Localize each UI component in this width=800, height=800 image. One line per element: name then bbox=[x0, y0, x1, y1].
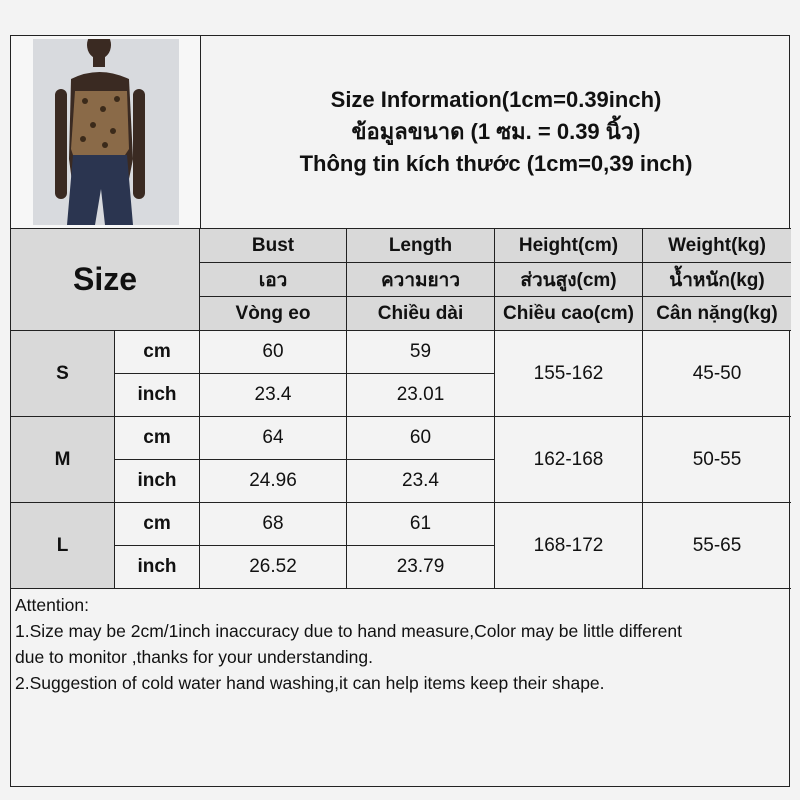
notes: Attention: 1.Size may be 2cm/1inch inacc… bbox=[11, 589, 791, 699]
column-header-en: Bust bbox=[200, 229, 347, 263]
column-header-th: ความยาว bbox=[347, 263, 495, 297]
length-cm-value: 59 bbox=[347, 331, 495, 374]
bust-cm-value: 64 bbox=[200, 417, 347, 460]
length-inch-value: 23.4 bbox=[347, 460, 495, 503]
size-label: L bbox=[11, 503, 115, 589]
size-chart: Size Information(1cm=0.39inch) ข้อมูลขนา… bbox=[10, 35, 791, 787]
column-header-vi: Vòng eo bbox=[200, 297, 347, 331]
bust-cm-value: 68 bbox=[200, 503, 347, 546]
column-header-th: น้ำหนัก(kg) bbox=[643, 263, 791, 297]
column-header-en: Height(cm) bbox=[495, 229, 643, 263]
height-range: 168-172 bbox=[495, 503, 643, 589]
notes-heading: Attention: bbox=[15, 595, 89, 615]
bust-cm-value: 60 bbox=[200, 331, 347, 374]
unit-label-inch: inch bbox=[115, 374, 200, 417]
weight-range: 55-65 bbox=[643, 503, 791, 589]
weight-range: 45-50 bbox=[643, 331, 791, 417]
note-1-cont: due to monitor ,thanks for your understa… bbox=[15, 647, 373, 667]
note-2: 2.Suggestion of cold water hand washing,… bbox=[15, 673, 605, 693]
bust-inch-value: 23.4 bbox=[200, 374, 347, 417]
title-vietnamese: Thông tin kích thước (1cm=0,39 inch) bbox=[299, 151, 693, 176]
length-cm-value: 60 bbox=[347, 417, 495, 460]
title-cell: Size Information(1cm=0.39inch) ข้อมูลขนา… bbox=[201, 36, 791, 229]
column-header-th: เอว bbox=[200, 263, 347, 297]
height-range: 155-162 bbox=[495, 331, 643, 417]
title-english: Size Information(1cm=0.39inch) bbox=[330, 87, 662, 112]
column-header-en: Weight(kg) bbox=[643, 229, 791, 263]
size-header: Size bbox=[11, 229, 200, 331]
unit-label-inch: inch bbox=[115, 460, 200, 503]
column-header-vi: Cân nặng(kg) bbox=[643, 297, 791, 331]
size-label: S bbox=[11, 331, 115, 417]
unit-label-cm: cm bbox=[115, 503, 200, 546]
unit-label-inch: inch bbox=[115, 546, 200, 589]
weight-range: 50-55 bbox=[643, 417, 791, 503]
unit-label-cm: cm bbox=[115, 331, 200, 374]
unit-label-cm: cm bbox=[115, 417, 200, 460]
height-range: 162-168 bbox=[495, 417, 643, 503]
title-thai: ข้อมูลขนาด (1 ซม. = 0.39 นิ้ว) bbox=[351, 119, 641, 144]
bust-inch-value: 24.96 bbox=[200, 460, 347, 503]
column-header-en: Length bbox=[347, 229, 495, 263]
column-header-vi: Chiều dài bbox=[347, 297, 495, 331]
length-inch-value: 23.79 bbox=[347, 546, 495, 589]
note-1: 1.Size may be 2cm/1inch inaccuracy due t… bbox=[15, 621, 682, 641]
product-photo bbox=[32, 39, 179, 225]
column-header-th: ส่วนสูง(cm) bbox=[495, 263, 643, 297]
length-inch-value: 23.01 bbox=[347, 374, 495, 417]
column-header-vi: Chiều cao(cm) bbox=[495, 297, 643, 331]
size-label: M bbox=[11, 417, 115, 503]
length-cm-value: 61 bbox=[347, 503, 495, 546]
product-photo-cell bbox=[11, 36, 201, 229]
bust-inch-value: 26.52 bbox=[200, 546, 347, 589]
